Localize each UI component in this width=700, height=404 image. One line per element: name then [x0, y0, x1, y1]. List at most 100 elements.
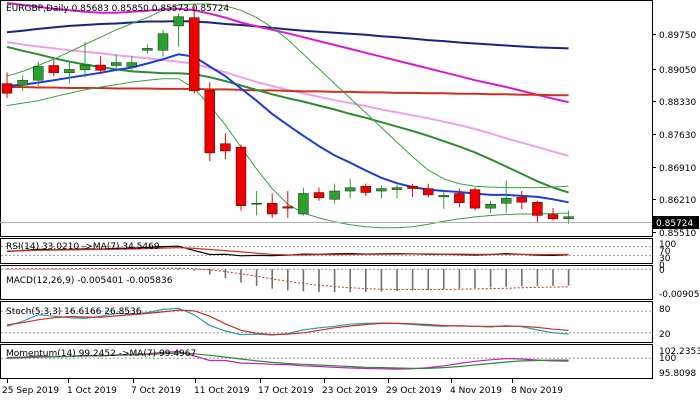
candle-body [547, 214, 559, 220]
overlay-line [7, 86, 569, 97]
candle [126, 56, 138, 72]
price-tick-label: 0.86210 [659, 196, 696, 206]
candle-body [220, 143, 231, 152]
candle-body [532, 202, 543, 216]
candle-body [235, 146, 247, 206]
stoch-panel-frame [0, 301, 653, 343]
candle-body [516, 197, 527, 203]
candle-body [501, 198, 512, 204]
candle-body [173, 16, 184, 27]
candle [220, 133, 231, 160]
candle [313, 187, 325, 201]
candle [532, 200, 543, 223]
momentum-tick-label: 102.2353 [659, 347, 700, 357]
price-panel[interactable] [1, 2, 574, 229]
momentum-panel[interactable] [1, 350, 652, 370]
current-price-label: 0.85724 [656, 219, 693, 229]
macd-panel[interactable] [1, 267, 652, 293]
momentum-tick-label: 100 [659, 354, 676, 364]
candle [516, 191, 527, 210]
macd-panel-frame [0, 265, 653, 300]
candle-body [267, 203, 278, 215]
candle [251, 191, 262, 216]
candle [547, 208, 559, 221]
candle-body [298, 193, 309, 215]
current-price-marker: 0.85724 [0, 216, 699, 229]
rsi-panel[interactable] [1, 245, 652, 257]
candle [188, 6, 200, 94]
candle [376, 185, 387, 199]
candle [329, 183, 340, 204]
candle [267, 193, 278, 218]
candle-body [391, 187, 403, 190]
candle-body [251, 203, 262, 205]
stoch-panel[interactable] [1, 307, 652, 336]
price-tick-label: 0.85510 [659, 229, 696, 239]
price-panel-frame [0, 0, 653, 237]
candle-body [95, 64, 106, 71]
macd-tick-label: 0 [659, 266, 665, 276]
overlay-line [6, 2, 569, 104]
indicator-line [6, 309, 569, 336]
candle [157, 29, 169, 57]
time-tick-label: 17 Oct 2019 [258, 386, 314, 396]
candle-body [469, 189, 481, 209]
candle-body [33, 66, 44, 81]
candle [235, 144, 247, 211]
momentum-panel-frame [0, 344, 653, 379]
time-tick-label: 29 Oct 2019 [386, 386, 442, 396]
price-tick-label: 0.86910 [659, 164, 696, 174]
candle-body [1, 83, 13, 94]
indicator-line [6, 247, 569, 256]
candle-body [407, 185, 418, 189]
stoch-title: Stoch(5,3,3) 16.6166 26.8536 [6, 307, 142, 317]
candle-body [64, 69, 75, 74]
price-axis: 0.89750 0.89050 0.88330 0.87630 0.86910 … [652, 31, 696, 239]
candle [298, 187, 309, 216]
candle [391, 184, 403, 199]
candle-body [204, 90, 216, 154]
candle-body [563, 216, 574, 219]
candle [1, 72, 13, 99]
macd-title: MACD(12,26,9) -0.005401 -0.005836 [6, 276, 173, 286]
time-tick-label: 11 Oct 2019 [194, 386, 250, 396]
candle-body [48, 65, 59, 74]
candle-body [423, 188, 434, 196]
candle-body [79, 64, 91, 71]
candle [423, 183, 434, 198]
candle-body [157, 33, 169, 51]
overlay-line [6, 3, 569, 189]
candle [79, 42, 91, 78]
time-tick-label: 25 Sep 2019 [2, 386, 59, 396]
candle-body [360, 185, 371, 193]
candle-body [110, 62, 122, 66]
indicator-line [6, 352, 569, 369]
candle [142, 44, 153, 54]
time-tick-label: 7 Oct 2019 [131, 386, 181, 396]
candle [501, 180, 512, 214]
candle-body [345, 187, 356, 192]
candle-body [142, 48, 153, 51]
rsi-tick-label: 30 [659, 254, 671, 264]
rsi-tick-label: 100 [659, 240, 676, 250]
candle [282, 191, 293, 218]
rsi-panel-frame [0, 238, 653, 264]
candle-body [485, 204, 496, 209]
momentum-title: Momentum(14) 99.2452 ->MA(7) 99.4967 [6, 349, 196, 359]
candle-body [329, 190, 340, 200]
candle-body [313, 192, 325, 199]
candle-body [376, 188, 387, 192]
candle [64, 61, 75, 84]
candle-body [188, 17, 200, 92]
price-tick-label: 0.87630 [659, 131, 696, 141]
price-tick-label: 0.88330 [659, 98, 696, 108]
candle-body [17, 79, 28, 86]
candle [485, 200, 496, 214]
macd-signal-line [7, 267, 569, 290]
candle [563, 210, 574, 225]
time-tick-label: 4 Nov 2019 [450, 386, 502, 396]
rsi-tick-label: 0 [659, 261, 665, 271]
overlay-line [6, 20, 569, 50]
